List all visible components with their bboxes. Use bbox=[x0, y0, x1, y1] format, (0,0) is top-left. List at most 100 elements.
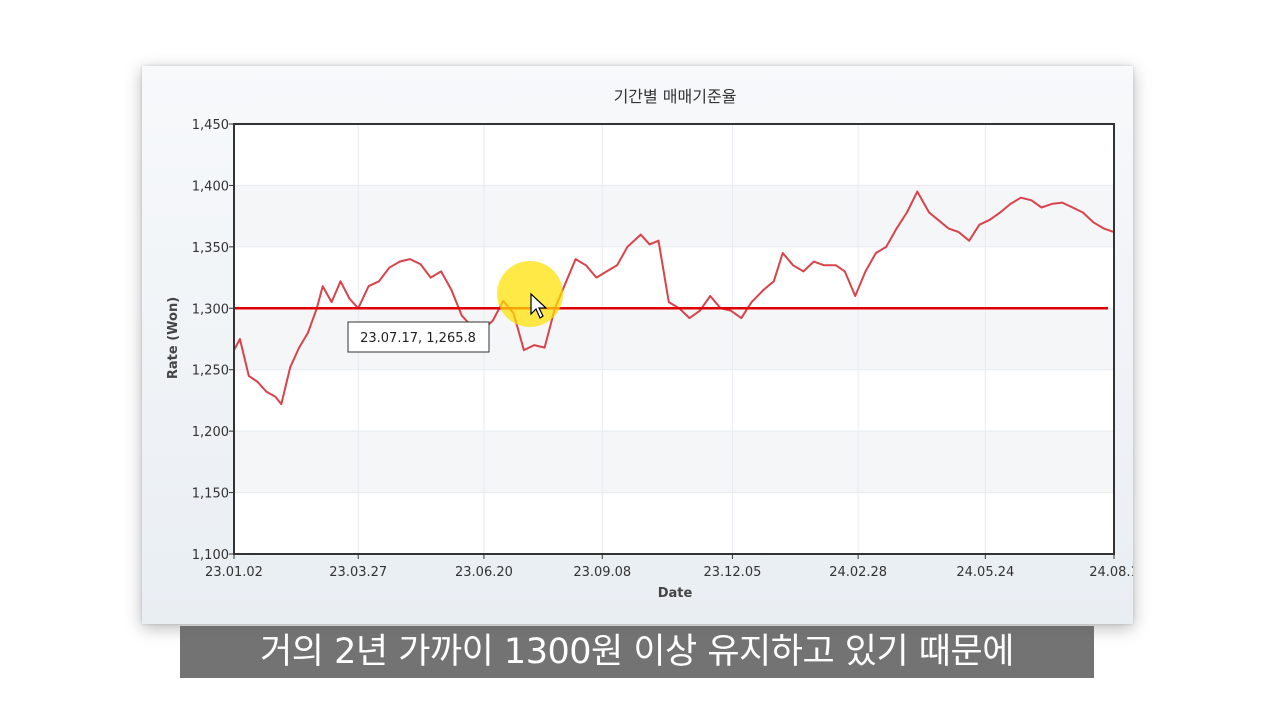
data-point bbox=[348, 297, 351, 300]
data-point bbox=[792, 264, 794, 267]
x-axis-label: Date bbox=[658, 586, 693, 601]
y-tick-label: 1,350 bbox=[192, 241, 229, 256]
data-point bbox=[639, 233, 642, 236]
x-tick-label: 24.05.24 bbox=[956, 565, 1014, 580]
data-point bbox=[298, 346, 300, 349]
x-tick-label: 23.12.05 bbox=[703, 565, 761, 580]
data-point bbox=[823, 264, 825, 267]
data-point bbox=[906, 211, 908, 214]
data-point bbox=[1092, 221, 1095, 224]
cursor-highlight bbox=[497, 261, 563, 327]
data-point bbox=[978, 223, 981, 226]
data-point bbox=[957, 231, 960, 233]
data-point bbox=[574, 258, 577, 260]
y-tick-label: 1,150 bbox=[192, 487, 229, 502]
data-point bbox=[750, 301, 753, 303]
data-point bbox=[928, 211, 930, 214]
data-point bbox=[835, 264, 837, 267]
data-point bbox=[450, 289, 453, 291]
data-point bbox=[265, 391, 268, 393]
data-point bbox=[626, 246, 629, 248]
data-point bbox=[419, 263, 422, 265]
data-point bbox=[388, 266, 391, 269]
grid-band bbox=[234, 431, 1114, 493]
data-point bbox=[1009, 203, 1012, 205]
data-point bbox=[289, 366, 292, 369]
y-tick-label: 1,450 bbox=[192, 118, 229, 133]
chart-panel: 1,100 1,150 1,200 1,250 1,300 1,350 1,400 1,450… bbox=[142, 66, 1133, 624]
data-point bbox=[321, 285, 324, 287]
data-point bbox=[339, 280, 342, 283]
y-axis-label: Rate (Won) bbox=[166, 297, 181, 379]
data-point bbox=[492, 319, 494, 322]
data-point bbox=[398, 260, 401, 263]
data-point bbox=[885, 246, 888, 248]
data-point bbox=[247, 375, 250, 377]
data-point bbox=[1102, 227, 1105, 230]
chart-title: 기간별 매매기준율 bbox=[614, 87, 737, 106]
data-point bbox=[595, 276, 598, 279]
data-point bbox=[668, 301, 670, 303]
x-tick-label: 24.08.1 bbox=[1089, 565, 1133, 580]
data-point bbox=[699, 309, 701, 312]
data-point bbox=[585, 264, 587, 267]
tooltip-box bbox=[347, 321, 490, 353]
data-point bbox=[429, 276, 432, 279]
data-point bbox=[999, 211, 1001, 214]
data-point bbox=[1082, 211, 1084, 214]
x-tick-label: 23.06.20 bbox=[455, 565, 513, 580]
data-point bbox=[378, 280, 380, 283]
data-point bbox=[367, 285, 370, 287]
y-tick-label: 1,300 bbox=[192, 302, 229, 317]
video-subtitle: 거의 2년 가까이 1300원 이상 유지하고 있기 때문에 bbox=[180, 626, 1094, 678]
data-point bbox=[533, 344, 536, 346]
data-point bbox=[1071, 206, 1074, 209]
data-point bbox=[616, 264, 618, 267]
grid-band bbox=[234, 185, 1114, 247]
data-point bbox=[740, 317, 743, 319]
hover-tooltip: 23.07.17, 1,265.8 bbox=[347, 321, 490, 353]
data-point bbox=[605, 270, 608, 273]
data-point bbox=[440, 270, 442, 273]
data-point bbox=[688, 317, 691, 319]
data-point bbox=[564, 282, 567, 285]
x-tick-label: 23.01.02 bbox=[205, 565, 263, 580]
exchange-rate-chart[interactable]: 1,100 1,150 1,200 1,250 1,300 1,350 1,400 1,450… bbox=[142, 66, 1133, 624]
data-point bbox=[648, 243, 651, 246]
x-tick-label: 24.02.28 bbox=[829, 565, 887, 580]
data-point bbox=[1061, 201, 1064, 204]
data-point bbox=[947, 227, 950, 230]
data-point bbox=[812, 260, 815, 263]
data-point bbox=[709, 295, 712, 297]
data-point bbox=[968, 239, 970, 242]
data-point bbox=[895, 227, 898, 230]
mouse-pointer-icon bbox=[530, 292, 548, 319]
data-point bbox=[280, 403, 283, 405]
x-tick-label: 23.09.08 bbox=[573, 565, 631, 580]
data-point bbox=[409, 258, 411, 260]
data-point bbox=[523, 349, 525, 351]
data-point bbox=[307, 332, 309, 334]
y-tick-label: 1,100 bbox=[192, 548, 229, 563]
data-point bbox=[844, 270, 846, 273]
series-layer bbox=[233, 190, 1115, 406]
data-point bbox=[762, 289, 765, 291]
data-point bbox=[274, 395, 277, 398]
data-point bbox=[330, 301, 333, 303]
data-point bbox=[1020, 196, 1022, 199]
data-point bbox=[1051, 203, 1053, 205]
data-point bbox=[256, 381, 259, 383]
data-point bbox=[460, 314, 463, 317]
data-point bbox=[781, 252, 784, 254]
data-point bbox=[543, 346, 546, 349]
tooltip-text: 23.07.17, 1,265.8 bbox=[360, 331, 476, 346]
data-point bbox=[988, 219, 991, 221]
data-point bbox=[937, 219, 939, 221]
data-point bbox=[730, 309, 732, 312]
data-point bbox=[854, 295, 856, 297]
data-point bbox=[864, 270, 867, 273]
y-tick-label: 1,200 bbox=[192, 425, 229, 440]
y-tick-label: 1,400 bbox=[192, 179, 229, 194]
plot-frame bbox=[233, 123, 1115, 555]
data-point bbox=[773, 280, 775, 283]
